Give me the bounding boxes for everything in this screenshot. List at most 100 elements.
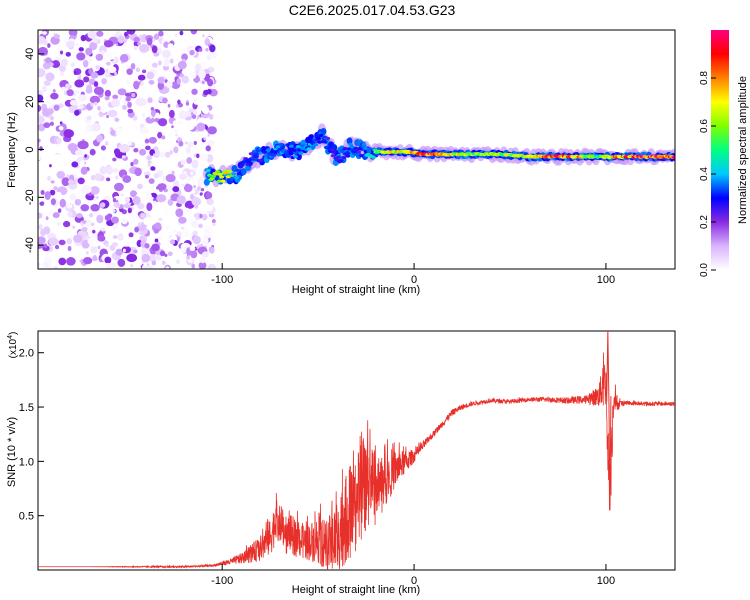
spectrogram-ridge-core bbox=[358, 153, 364, 158]
spectrogram-noise-blob bbox=[185, 101, 190, 106]
spectrogram-noise-blob bbox=[183, 184, 193, 193]
spectrogram-ridge-core bbox=[258, 159, 264, 163]
spectrogram-noise-blob bbox=[197, 186, 202, 191]
spectrogram-ridge-core bbox=[248, 152, 254, 156]
spectrogram-x-tick-label: -100 bbox=[211, 274, 233, 286]
spectrogram-noise-blob bbox=[137, 222, 142, 226]
spectrogram-noise-blob bbox=[38, 262, 41, 267]
spectrogram-noise-blob bbox=[196, 153, 200, 159]
spectrogram-noise-blob bbox=[166, 80, 173, 89]
spectrogram-noise-blob bbox=[94, 173, 102, 182]
spectrogram-noise-blob bbox=[154, 238, 159, 243]
spectrogram-ridge-core bbox=[215, 169, 221, 174]
spectrogram-noise-blob bbox=[117, 35, 125, 44]
spectrogram-noise-blob bbox=[161, 208, 171, 216]
spectrogram-noise-blob bbox=[105, 165, 113, 175]
spectrogram-noise-blob bbox=[196, 122, 206, 132]
spectrogram-noise-blob bbox=[130, 62, 136, 70]
spectrogram-noise-blob bbox=[133, 249, 138, 254]
spectrogram-ridge-core bbox=[361, 142, 367, 146]
spectrogram-noise-blob bbox=[66, 174, 71, 178]
spectrogram-noise-blob bbox=[186, 255, 191, 260]
spectrogram-noise-blob bbox=[58, 126, 64, 131]
spectrogram-noise-blob bbox=[113, 148, 121, 156]
spectrogram-noise-blob bbox=[104, 141, 109, 146]
spectrogram-noise-blob bbox=[179, 173, 187, 180]
snr-x-axis-label: Height of straight line (km) bbox=[292, 584, 420, 596]
spectrogram-noise-blob bbox=[176, 259, 180, 265]
spectrogram-noise-blob bbox=[137, 74, 146, 81]
spectrogram-noise-blob bbox=[193, 140, 197, 146]
spectrogram-ridge-core bbox=[220, 179, 226, 183]
colorbar-tick-label: 0.4 bbox=[699, 167, 710, 181]
spectrogram-noise-blob bbox=[141, 264, 149, 269]
spectrogram-ridge-core bbox=[283, 151, 289, 155]
spectrogram-ridge-core bbox=[292, 155, 298, 159]
spectrogram-noise-blob bbox=[147, 97, 153, 103]
spectrogram-noise-blob bbox=[133, 80, 140, 90]
spectrogram-noise-blob bbox=[40, 190, 45, 195]
spectrogram-noise-blob bbox=[207, 126, 217, 135]
spectrogram-ridge-body bbox=[203, 178, 210, 186]
spectrogram-noise-blob bbox=[201, 34, 205, 38]
snr-y-tick-label: 0.5 bbox=[19, 511, 34, 523]
spectrogram-noise-blob bbox=[66, 89, 74, 97]
spectrogram-noise-blob bbox=[92, 229, 96, 234]
spectrogram-noise-blob bbox=[97, 105, 101, 111]
spectrogram-noise-blob bbox=[143, 217, 153, 226]
spectrogram-noise-blob bbox=[115, 175, 119, 180]
spectrogram-noise-blob bbox=[158, 217, 163, 222]
spectrogram-noise-blob bbox=[127, 101, 132, 108]
spectrogram-noise-blob bbox=[168, 109, 175, 119]
spectrogram-noise-blob bbox=[96, 214, 104, 224]
spectrogram-noise-blob bbox=[133, 40, 140, 47]
spectrogram-noise-blob bbox=[167, 198, 174, 206]
spectrogram-noise-blob bbox=[199, 192, 203, 196]
spectrogram-noise-blob bbox=[190, 171, 194, 176]
spectrogram-ridge-core bbox=[288, 144, 294, 148]
spectrogram-noise-blob bbox=[140, 81, 144, 86]
spectrogram-noise-blob bbox=[187, 141, 193, 148]
spectrogram-noise-blob bbox=[63, 129, 74, 138]
spectrogram-noise-blob bbox=[43, 243, 48, 249]
spectrogram-noise-blob bbox=[151, 260, 157, 266]
spectrogram-noise-blob bbox=[93, 81, 99, 87]
spectrogram-noise-blob bbox=[135, 67, 140, 72]
spectrogram-noise-blob bbox=[47, 175, 51, 181]
spectrogram-noise-blob bbox=[80, 34, 87, 42]
spectrogram-noise-blob bbox=[205, 191, 213, 199]
spectrogram-noise-blob bbox=[211, 219, 216, 224]
spectrogram-ridge-core bbox=[322, 140, 328, 144]
spectrogram-noise-blob bbox=[118, 143, 131, 153]
spectrogram-noise-blob bbox=[113, 77, 121, 85]
spectrogram-noise-blob bbox=[144, 243, 150, 249]
spectrogram-noise-blob bbox=[85, 47, 93, 56]
spectrogram-noise-blob bbox=[136, 183, 143, 190]
spectrogram-noise-blob bbox=[176, 231, 182, 236]
spectrogram-noise-blob bbox=[177, 99, 181, 105]
spectrogram-noise-blob bbox=[146, 71, 155, 80]
spectrogram-noise-blob bbox=[199, 213, 203, 219]
spectrogram-noise-blob bbox=[181, 223, 185, 228]
spectrogram-noise-blob bbox=[42, 164, 49, 170]
spectrogram-noise-blob bbox=[77, 140, 89, 150]
spectrogram-noise-blob bbox=[86, 251, 89, 255]
spectrogram-noise-blob bbox=[49, 164, 52, 168]
spectrogram-noise-blob bbox=[123, 31, 128, 37]
spectrogram-noise-blob bbox=[129, 264, 134, 268]
spectrogram-noise-blob bbox=[126, 253, 138, 263]
spectrogram-noise-blob bbox=[68, 30, 78, 37]
spectrogram-noise-blob bbox=[171, 213, 175, 218]
spectrogram-noise-blob bbox=[148, 79, 155, 85]
spectrogram-noise-blob bbox=[75, 43, 80, 47]
spectrogram-noise-blob bbox=[171, 170, 175, 175]
spectrogram-noise-blob bbox=[160, 103, 165, 110]
spectrogram-noise-blob bbox=[38, 46, 48, 56]
spectrogram-ridge-core bbox=[255, 149, 261, 153]
spectrogram-noise-blob bbox=[154, 222, 162, 230]
spectrogram-noise-blob bbox=[72, 225, 76, 229]
spectrogram-noise-blob bbox=[173, 128, 178, 133]
spectrogram-noise-blob bbox=[141, 253, 151, 263]
spectrogram-ridge-core bbox=[306, 147, 312, 151]
spectrogram-noise-blob bbox=[48, 210, 53, 214]
